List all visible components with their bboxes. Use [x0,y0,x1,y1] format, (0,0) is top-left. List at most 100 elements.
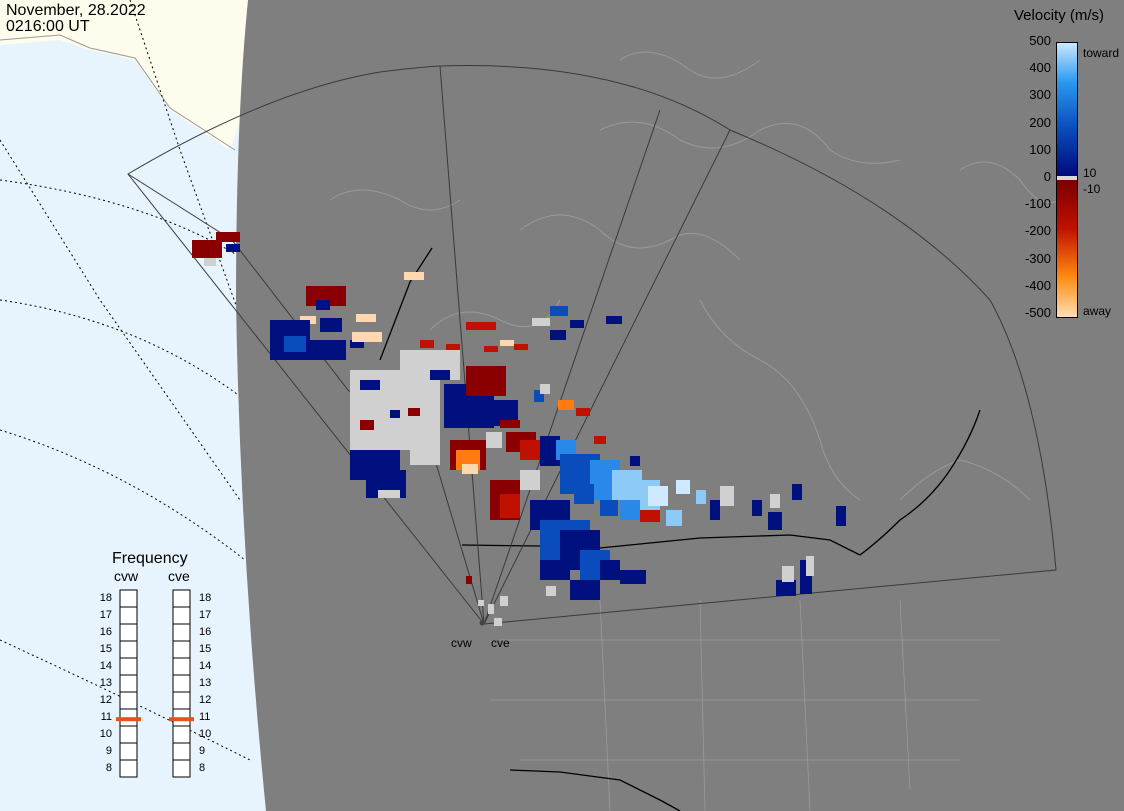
colorbar-pos-threshold: 10 [1083,166,1097,180]
velocity-cell [316,300,330,310]
velocity-cell [620,500,640,520]
frequency-level-label: 16 [99,626,112,638]
frequency-level-label: 17 [99,609,112,621]
velocity-cell [600,560,620,580]
frequency-marker-cvw [116,717,141,722]
frequency-level-label: 13 [199,677,212,689]
frequency-level-label: 15 [199,643,212,655]
velocity-cell [466,366,506,396]
velocity-cell [792,484,802,500]
frequency-cell [119,674,138,693]
velocity-cell [494,618,502,626]
colorbar-tick: -200 [1024,223,1051,239]
velocity-cell [352,332,382,342]
velocity-cell [350,340,364,348]
time-label: 0216:00 UT [6,18,90,35]
frequency-cell [119,606,138,625]
frequency-level-label: 18 [199,592,212,604]
frequency-cell [172,691,191,710]
colorbar-tick: -400 [1024,277,1051,293]
frequency-cell [119,657,138,676]
velocity-cell [520,470,540,490]
frequency-column-cvw: cvw [114,568,139,584]
frequency-level-label: 9 [105,745,112,757]
frequency-cell [172,759,191,778]
velocity-cell [574,484,594,504]
velocity-cell [500,420,520,428]
velocity-cell [676,480,690,494]
velocity-cell [640,510,660,522]
colorbar-tick: 100 [1029,141,1051,157]
colorbar-tick: 400 [1029,60,1051,76]
frequency-level-label: 12 [199,694,212,706]
frequency-level-label: 8 [199,762,206,774]
velocity-cell [550,330,566,340]
velocity-cell [462,464,478,474]
frequency-panel [116,589,194,778]
velocity-cell [484,346,498,352]
velocity-cell [306,340,346,360]
frequency-cell [172,589,191,608]
colorbar-title: Velocity (m/s) [1014,7,1105,24]
velocity-cell [466,322,496,330]
velocity-cell [534,390,544,402]
velocity-cell [216,232,240,242]
frequency-cell [119,640,138,659]
frequency-cell [119,589,138,608]
velocity-cell [752,500,762,516]
frequency-level-label: 14 [199,660,212,672]
frequency-cell [119,759,138,778]
velocity-cell [500,340,514,346]
velocity-cell [806,556,814,576]
velocity-cell [466,576,472,584]
frequency-level-label: 9 [199,745,206,757]
frequency-level-label: 10 [199,728,212,740]
frequency-level-label: 16 [199,626,212,638]
colorbar-neg-threshold: -10 [1083,182,1101,196]
frequency-cell [172,640,191,659]
velocity-cell [576,408,590,416]
colorbar-top-label: toward [1083,46,1120,60]
frequency-cell [172,725,191,744]
colorbar-tick: 500 [1029,33,1051,48]
velocity-cell [600,500,618,516]
velocity-cell [540,560,570,580]
frequency-cell [172,657,191,676]
velocity-cell [570,320,584,328]
frequency-level-label: 8 [105,762,112,774]
velocity-cell [500,596,508,606]
velocity-cell [410,440,440,465]
velocity-cell [500,494,520,518]
frequency-marker-cve [169,717,194,722]
velocity-cell [720,486,734,506]
frequency-cell [119,725,138,744]
frequency-cell [119,691,138,710]
frequency-cell [119,742,138,761]
velocity-cell [770,494,780,508]
velocity-cell [710,500,720,520]
velocity-cell [558,400,574,410]
frequency-level-label: 15 [99,643,112,655]
borders [379,247,981,811]
velocity-cell [378,490,400,498]
velocity-cell [594,436,606,444]
velocity-cell [666,510,682,526]
velocity-cell [836,506,846,526]
velocity-cell [356,314,376,322]
velocity-cell [320,318,342,332]
velocity-cell [540,436,560,466]
velocity-cell [550,306,568,316]
velocity-cell [284,336,306,352]
frequency-level-label: 17 [199,609,212,621]
colorbar-bottom-label: away [1083,304,1112,318]
frequency-column-cve: cve [168,568,190,584]
velocity-cell [540,384,550,394]
outside-landmass [0,0,248,150]
radar-label-cvw: cvw [451,636,472,650]
colorbar-tick: -500 [1024,305,1051,320]
frequency-level-label: 11 [100,711,112,723]
date-label: November, 28.2022 [6,2,146,19]
frequency-level-label: 12 [99,694,112,706]
frequency-title: Frequency [112,550,188,567]
radar-label-cve: cve [491,636,510,650]
